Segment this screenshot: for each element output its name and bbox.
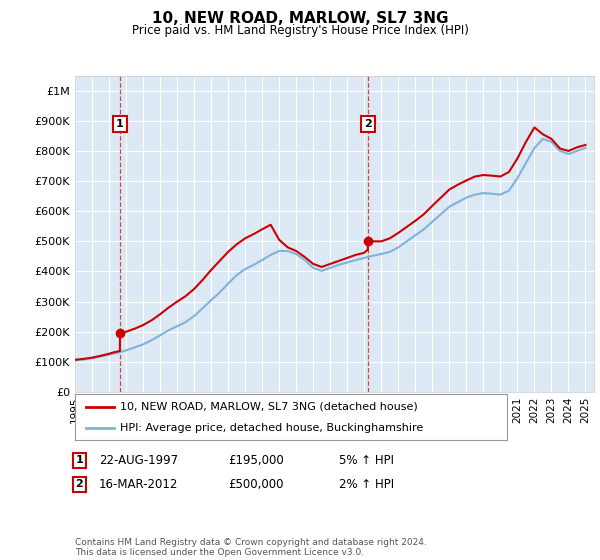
Text: 1: 1 (116, 119, 124, 129)
Text: 16-MAR-2012: 16-MAR-2012 (99, 478, 178, 491)
Text: 2% ↑ HPI: 2% ↑ HPI (339, 478, 394, 491)
Text: 10, NEW ROAD, MARLOW, SL7 3NG: 10, NEW ROAD, MARLOW, SL7 3NG (152, 11, 448, 26)
Text: 2: 2 (76, 479, 83, 489)
Text: £195,000: £195,000 (228, 454, 284, 467)
Text: 22-AUG-1997: 22-AUG-1997 (99, 454, 178, 467)
Text: Price paid vs. HM Land Registry's House Price Index (HPI): Price paid vs. HM Land Registry's House … (131, 24, 469, 36)
Text: 10, NEW ROAD, MARLOW, SL7 3NG (detached house): 10, NEW ROAD, MARLOW, SL7 3NG (detached … (121, 402, 418, 412)
Text: 2: 2 (364, 119, 372, 129)
Text: Contains HM Land Registry data © Crown copyright and database right 2024.
This d: Contains HM Land Registry data © Crown c… (75, 538, 427, 557)
Text: 1: 1 (76, 455, 83, 465)
Text: £500,000: £500,000 (228, 478, 284, 491)
Text: 5% ↑ HPI: 5% ↑ HPI (339, 454, 394, 467)
Text: HPI: Average price, detached house, Buckinghamshire: HPI: Average price, detached house, Buck… (121, 423, 424, 433)
